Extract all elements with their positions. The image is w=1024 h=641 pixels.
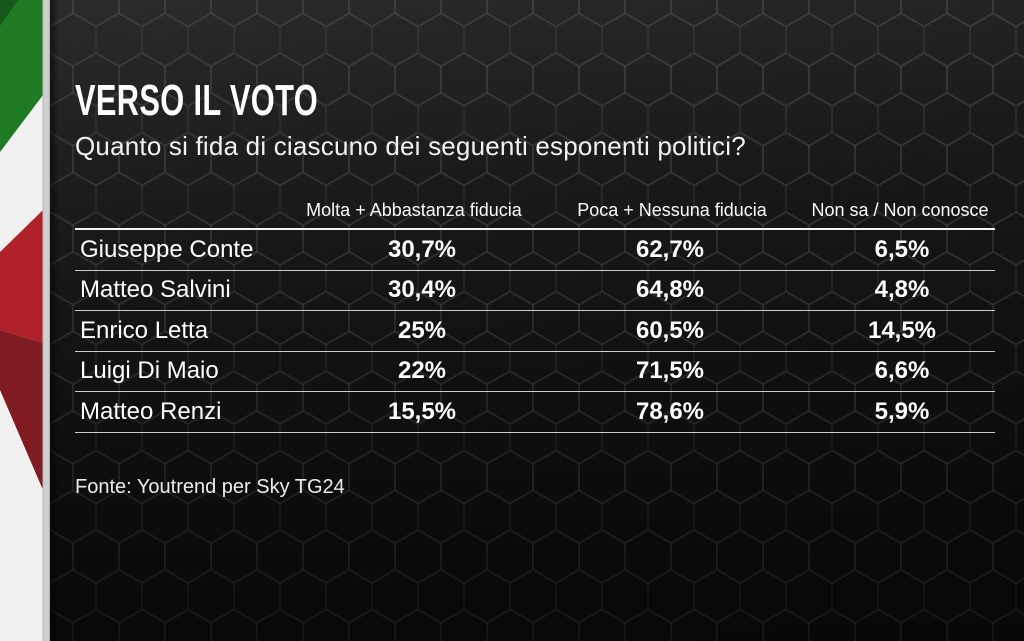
table-header-row: Molta + Abbastanza fiducia Poca + Nessun… [75, 195, 995, 228]
table-row: Enrico Letta 25% 60,5% 14,5% [75, 311, 995, 352]
politician-name: Matteo Renzi [80, 397, 222, 425]
italian-flag-icon [0, 0, 50, 641]
trust-value-non-sa: 4,8% [874, 276, 930, 304]
trust-value-poca-nessuna: 78,6% [635, 397, 705, 425]
trust-value-poca-nessuna: 64,8% [635, 276, 705, 304]
page-title: VERSO IL VOTO [75, 76, 319, 125]
source-note: Fonte: Youtrend per Sky TG24 [75, 476, 345, 498]
column-header-molta-abbastanza: Molta + Abbastanza fiducia [306, 200, 522, 220]
trust-value-molta-abbastanza: 25% [397, 316, 447, 344]
trust-value-molta-abbastanza: 15,5% [387, 397, 457, 425]
column-header-non-sa: Non sa / Non conosce [811, 200, 989, 220]
trust-value-non-sa: 5,9% [874, 397, 930, 425]
table-row: Luigi Di Maio 22% 71,5% 6,6% [75, 352, 995, 392]
trust-value-molta-abbastanza: 30,4% [387, 276, 457, 304]
politician-name: Giuseppe Conte [80, 235, 254, 263]
column-header-poca-nessuna: Poca + Nessuna fiducia [577, 200, 767, 220]
table-row: Matteo Renzi 15,5% 78,6% 5,9% [75, 392, 995, 433]
politician-name: Matteo Salvini [80, 276, 231, 304]
politician-name: Enrico Letta [80, 316, 209, 344]
table-body: Giuseppe Conte 30,7% 62,7% 6,5% Matteo S… [75, 228, 995, 433]
bottom-fade-overlay [50, 0, 1024, 641]
trust-value-poca-nessuna: 71,5% [635, 357, 705, 385]
trust-value-poca-nessuna: 60,5% [635, 316, 705, 344]
trust-table: Molta + Abbastanza fiducia Poca + Nessun… [75, 195, 995, 433]
table-row: Matteo Salvini 30,4% 64,8% 4,8% [75, 271, 995, 311]
trust-value-molta-abbastanza: 22% [397, 357, 447, 385]
panel-content: VERSO IL VOTO Quanto si fida di ciascuno… [50, 0, 1024, 641]
trust-value-poca-nessuna: 62,7% [635, 235, 705, 263]
question-subtitle: Quanto si fida di ciascuno dei seguenti … [75, 131, 746, 161]
politician-name: Luigi Di Maio [80, 357, 219, 385]
table-row: Giuseppe Conte 30,7% 62,7% 6,5% [75, 230, 995, 271]
trust-value-non-sa: 14,5% [867, 316, 937, 344]
trust-value-non-sa: 6,6% [874, 357, 930, 385]
trust-value-non-sa: 6,5% [874, 235, 930, 263]
italian-flag-decoration [0, 0, 50, 641]
trust-value-molta-abbastanza: 30,7% [387, 235, 457, 263]
content-panel: VERSO IL VOTO Quanto si fida di ciascuno… [50, 0, 1024, 641]
